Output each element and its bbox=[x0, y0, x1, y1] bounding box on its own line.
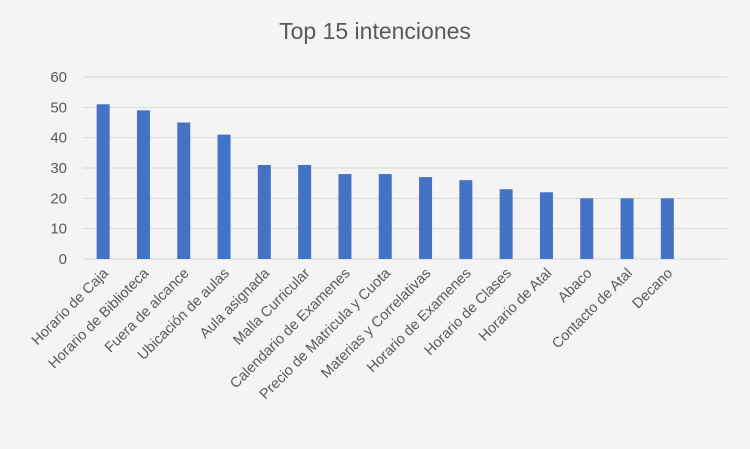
y-tick-label: 10 bbox=[50, 221, 67, 238]
bar bbox=[378, 174, 392, 259]
chart-title: Top 15 intenciones bbox=[279, 18, 471, 44]
bar bbox=[338, 174, 352, 259]
bar bbox=[298, 164, 312, 259]
x-category-label: Horario de Atal bbox=[476, 266, 555, 345]
bar bbox=[177, 122, 191, 259]
bar bbox=[459, 180, 473, 259]
bar bbox=[136, 110, 150, 259]
bar bbox=[419, 177, 433, 259]
y-tick-label: 40 bbox=[50, 130, 67, 147]
bar bbox=[580, 198, 594, 259]
y-tick-label: 50 bbox=[50, 99, 67, 116]
bar bbox=[660, 198, 674, 259]
bar bbox=[257, 164, 271, 259]
y-axis-ticks: 0 10 20 30 40 50 60 bbox=[50, 69, 67, 268]
bars bbox=[96, 104, 674, 259]
y-tick-label: 0 bbox=[59, 251, 67, 268]
x-category-label: Aula asignada bbox=[197, 265, 274, 342]
bar bbox=[499, 189, 513, 259]
bar bbox=[217, 134, 231, 259]
gridlines bbox=[83, 76, 727, 260]
bar bbox=[539, 192, 553, 259]
y-tick-label: 60 bbox=[50, 69, 67, 86]
bar bbox=[620, 198, 634, 259]
bar bbox=[96, 104, 110, 259]
x-category-label: Decano bbox=[630, 266, 677, 313]
y-tick-label: 20 bbox=[50, 190, 67, 207]
y-tick-label: 30 bbox=[50, 160, 67, 177]
